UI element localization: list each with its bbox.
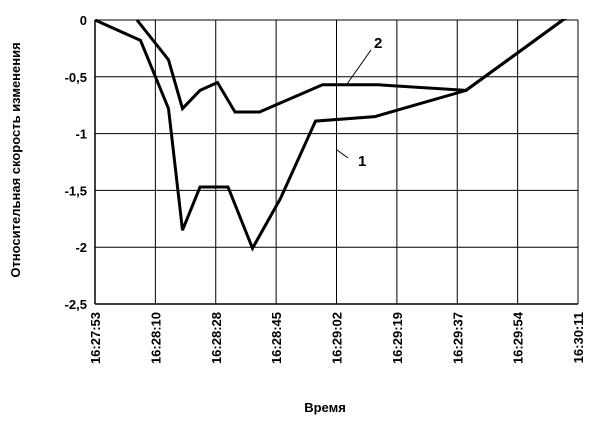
x-tick-label: 16:28:10: [148, 312, 163, 364]
y-axis-title: Относительная скорость изменения: [8, 42, 23, 277]
y-tick-label: 0: [80, 13, 87, 28]
y-tick-label: -1,5: [65, 183, 87, 198]
y-tick-label: -2,5: [65, 297, 87, 312]
x-tick-label: 16:29:54: [511, 311, 526, 364]
x-tick-label: 16:28:28: [209, 312, 224, 364]
series-annotations: 12: [336, 35, 382, 170]
annotation-label-1: 1: [358, 153, 366, 170]
y-tick-label: -0,5: [65, 70, 87, 85]
grid: [94, 19, 579, 305]
series-line-2: [135, 19, 567, 114]
x-tick-label: 16:30:11: [571, 312, 586, 363]
x-tick-label: 16:29:37: [450, 312, 465, 364]
x-tick-label: 16:29:02: [330, 312, 345, 364]
x-tick-label: 16:28:45: [269, 312, 284, 364]
annotation-leader-1: [336, 149, 349, 159]
y-tick-label: -1: [75, 127, 87, 142]
y-tick-labels: 0 -0,5 -1 -1,5 -2 -2,5: [65, 13, 87, 312]
annotation-label-2: 2: [374, 35, 382, 52]
x-axis-title: Время: [304, 400, 346, 415]
series-lines: [95, 19, 567, 252]
series-line-1: [95, 19, 567, 252]
x-tick-label: 16:27:53: [88, 312, 103, 364]
x-tick-labels: 16:27:53 16:28:10 16:28:28 16:28:45 16:29:02…: [88, 311, 586, 364]
y-tick-label: -2: [75, 240, 87, 255]
annotation-leader-2: [346, 49, 372, 85]
x-tick-label: 16:29:19: [390, 312, 405, 364]
